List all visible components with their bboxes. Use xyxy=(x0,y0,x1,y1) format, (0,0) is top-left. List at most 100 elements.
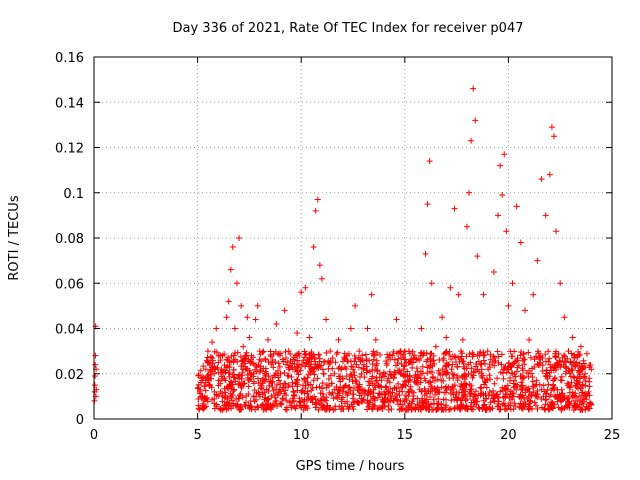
data-point xyxy=(558,373,565,380)
data-point xyxy=(215,377,222,384)
data-point xyxy=(498,351,505,358)
data-point xyxy=(91,382,98,389)
data-point xyxy=(495,212,502,219)
data-point xyxy=(477,350,484,357)
data-point xyxy=(204,374,211,381)
data-point xyxy=(457,405,464,412)
data-point xyxy=(223,314,230,321)
data-point xyxy=(514,382,521,389)
data-point xyxy=(387,371,394,378)
data-point xyxy=(583,350,590,357)
data-point xyxy=(426,355,433,362)
data-point xyxy=(476,405,483,412)
data-point xyxy=(545,348,552,355)
data-point xyxy=(477,384,484,391)
data-point xyxy=(577,396,584,403)
data-point xyxy=(201,383,208,390)
data-point xyxy=(383,384,390,391)
data-point xyxy=(431,377,438,384)
data-point xyxy=(265,388,272,395)
data-point xyxy=(554,398,561,405)
data-point xyxy=(261,396,268,403)
data-point xyxy=(375,405,382,412)
data-point xyxy=(231,350,238,357)
data-point xyxy=(540,382,547,389)
data-point xyxy=(397,370,404,377)
data-point xyxy=(323,349,330,356)
data-point xyxy=(448,397,455,404)
data-point xyxy=(551,386,558,393)
data-point xyxy=(562,396,569,403)
data-point xyxy=(236,406,243,413)
data-point xyxy=(586,399,593,406)
data-point xyxy=(580,392,587,399)
data-point xyxy=(268,393,275,400)
data-point xyxy=(315,351,322,358)
data-point xyxy=(429,362,436,369)
data-point xyxy=(363,357,370,364)
data-point xyxy=(486,372,493,379)
data-point xyxy=(459,394,466,401)
data-point xyxy=(394,396,401,403)
data-point xyxy=(487,399,494,406)
data-point xyxy=(501,366,508,373)
data-point xyxy=(246,377,253,384)
data-point xyxy=(447,284,454,291)
data-point xyxy=(518,404,525,411)
data-point xyxy=(275,377,282,384)
data-point xyxy=(247,398,254,404)
data-point xyxy=(536,362,543,369)
data-point xyxy=(534,405,541,412)
data-point xyxy=(277,370,284,377)
data-point xyxy=(511,400,518,407)
data-point xyxy=(448,390,455,397)
data-point xyxy=(402,356,409,363)
x-tick-label: 0 xyxy=(90,428,98,443)
data-point xyxy=(427,393,434,400)
data-point xyxy=(226,369,233,376)
data-point xyxy=(218,406,225,413)
data-point xyxy=(351,352,358,359)
data-point xyxy=(474,253,481,260)
data-point xyxy=(333,351,340,358)
data-point xyxy=(510,390,517,397)
data-point xyxy=(310,365,317,372)
data-point xyxy=(294,387,301,394)
data-point xyxy=(413,356,420,363)
data-point xyxy=(309,399,316,406)
data-point xyxy=(485,366,492,373)
data-point xyxy=(370,403,377,410)
data-point xyxy=(398,354,405,361)
data-point xyxy=(414,368,421,375)
data-point xyxy=(292,352,299,359)
data-point xyxy=(437,371,444,378)
data-point xyxy=(323,405,330,412)
data-point xyxy=(265,336,272,343)
data-point xyxy=(528,392,535,399)
data-point xyxy=(561,314,568,321)
data-point xyxy=(319,390,326,397)
data-point xyxy=(281,369,288,376)
data-point xyxy=(582,370,589,377)
data-point xyxy=(370,348,377,355)
data-point xyxy=(213,403,220,410)
data-point xyxy=(385,388,392,395)
data-point xyxy=(320,370,327,377)
data-point xyxy=(510,406,517,413)
data-point xyxy=(304,388,311,395)
data-point xyxy=(221,394,228,401)
data-point xyxy=(273,320,280,327)
data-point xyxy=(316,383,323,390)
data-point xyxy=(368,375,375,382)
data-point xyxy=(342,382,349,389)
data-point xyxy=(383,358,390,365)
data-point xyxy=(401,382,408,389)
data-point xyxy=(360,366,367,373)
data-point xyxy=(464,405,471,412)
data-point xyxy=(478,385,485,392)
data-point xyxy=(237,353,244,360)
data-point xyxy=(285,372,292,379)
data-point xyxy=(215,392,222,399)
data-point xyxy=(370,393,377,400)
